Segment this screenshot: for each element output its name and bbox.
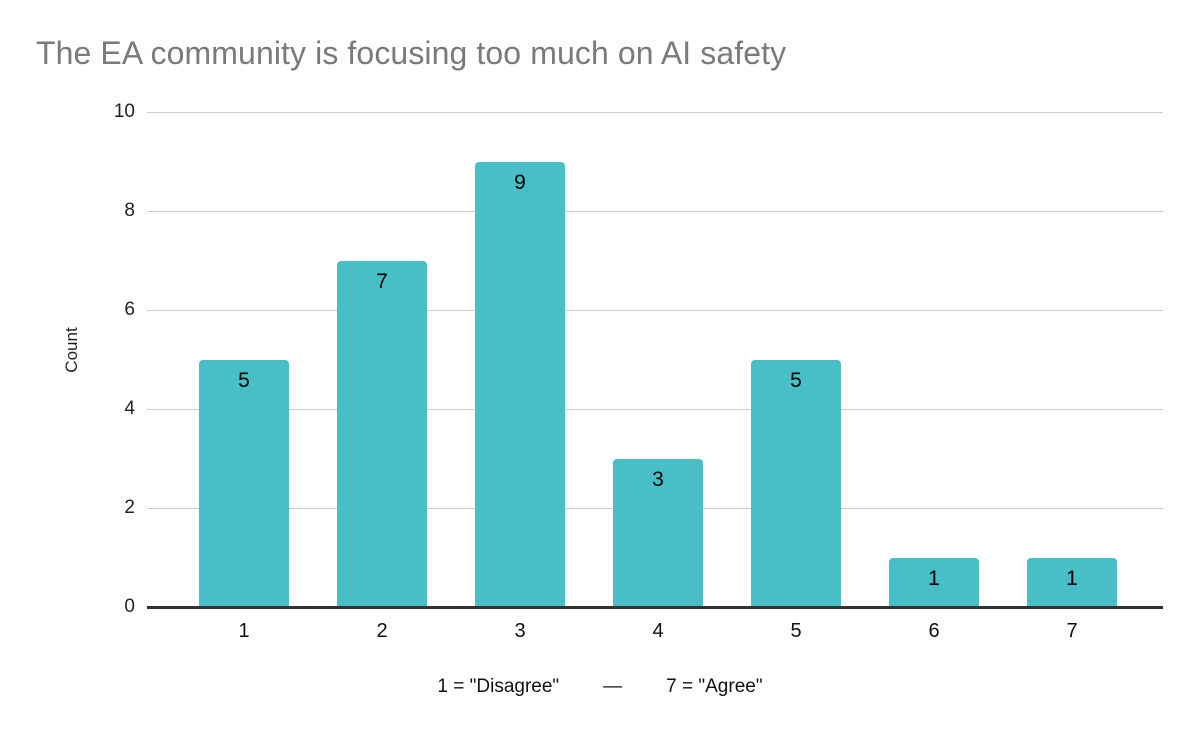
y-axis-tick-label: 4 bbox=[124, 398, 135, 419]
bar[interactable]: 9 bbox=[475, 161, 565, 607]
x-axis-tick-label: 6 bbox=[928, 620, 940, 642]
plot-area: 5 7 9 3 5 1 1 bbox=[147, 112, 1163, 607]
bar[interactable]: 5 bbox=[199, 359, 289, 607]
bar[interactable]: 5 bbox=[751, 359, 841, 607]
gridline bbox=[147, 211, 1163, 212]
x-axis-tick-label: 1 bbox=[238, 620, 250, 642]
gridline bbox=[147, 310, 1163, 311]
y-axis-tick-label: 8 bbox=[124, 200, 135, 221]
y-axis-tick-label: 0 bbox=[124, 596, 135, 617]
bar-value-label: 7 bbox=[376, 269, 388, 293]
bar-value-label: 5 bbox=[790, 368, 802, 392]
y-axis-tick-label: 6 bbox=[124, 299, 135, 320]
x-axis-tick-label: 4 bbox=[652, 620, 664, 642]
x-axis-caption-left: 1 = "Disagree" bbox=[437, 676, 560, 697]
x-axis-tick-label: 5 bbox=[790, 620, 802, 642]
bar-value-label: 1 bbox=[928, 566, 940, 590]
bar[interactable]: 7 bbox=[337, 260, 427, 607]
x-axis-caption-dash: — bbox=[603, 676, 623, 697]
x-axis-tick-label: 7 bbox=[1066, 620, 1078, 642]
bar[interactable]: 3 bbox=[613, 458, 703, 607]
x-axis-caption-right: 7 = "Agree" bbox=[666, 676, 763, 697]
x-axis-tick-label: 3 bbox=[514, 620, 526, 642]
bar[interactable]: 1 bbox=[889, 557, 979, 607]
y-axis-tick-label: 2 bbox=[124, 497, 135, 518]
gridline bbox=[147, 112, 1163, 113]
y-axis-title: Count bbox=[62, 327, 81, 373]
bar-value-label: 3 bbox=[652, 467, 664, 491]
y-axis-tick-label: 10 bbox=[113, 101, 135, 122]
gridline bbox=[147, 409, 1163, 410]
chart-title: The EA community is focusing too much on… bbox=[36, 35, 787, 71]
bar-value-label: 1 bbox=[1066, 566, 1078, 590]
bar-value-label: 5 bbox=[238, 368, 250, 392]
x-axis-line bbox=[147, 606, 1163, 609]
x-axis-tick-label: 2 bbox=[376, 620, 388, 642]
bar[interactable]: 1 bbox=[1027, 557, 1117, 607]
x-axis-caption: 1 = "Disagree" — 7 = "Agree" bbox=[0, 674, 1200, 700]
bar-value-label: 9 bbox=[514, 170, 526, 194]
